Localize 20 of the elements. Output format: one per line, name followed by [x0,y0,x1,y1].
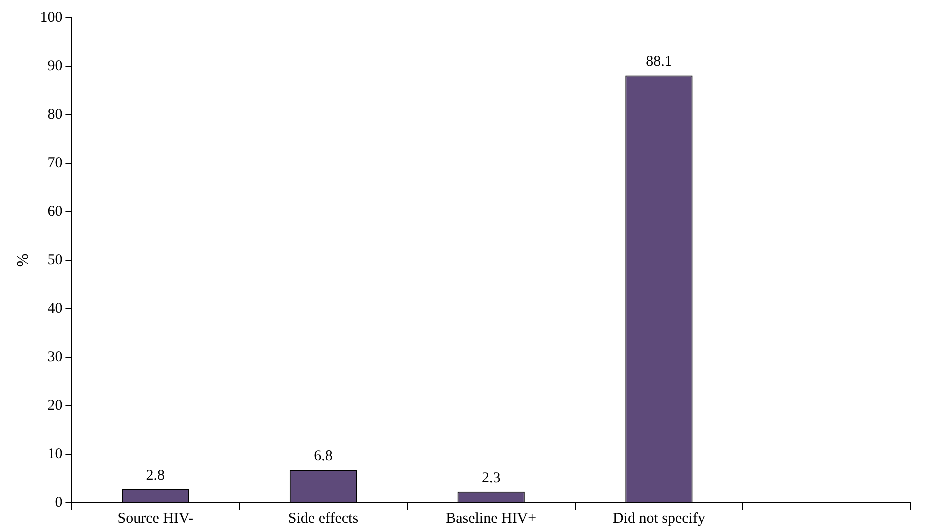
data-label: 2.3 [482,470,501,486]
y-tick-label: 40 [48,300,63,317]
data-label: 2.8 [146,468,166,484]
y-tick-label: 70 [48,155,63,172]
y-tick-label: 50 [48,252,63,268]
y-axis-title: % [14,254,32,268]
y-tick-label: 100 [40,10,63,26]
y-tick-label: 60 [48,204,63,220]
data-label: 6.8 [314,448,333,464]
x-tick-label: Source HIV- [118,510,194,527]
y-tick-label: 20 [48,398,63,414]
y-tick-label: 80 [48,106,63,123]
x-tick-label: Baseline HIV+ [446,510,537,527]
y-tick-label: 90 [48,58,63,74]
y-tick-label: 0 [55,494,63,511]
x-tick-label: Side effects [288,510,359,527]
y-tick-label: 30 [48,349,63,366]
data-label: 88.1 [646,54,672,70]
y-tick-label: 10 [48,446,63,462]
x-tick-label: Did not specify [612,510,706,527]
